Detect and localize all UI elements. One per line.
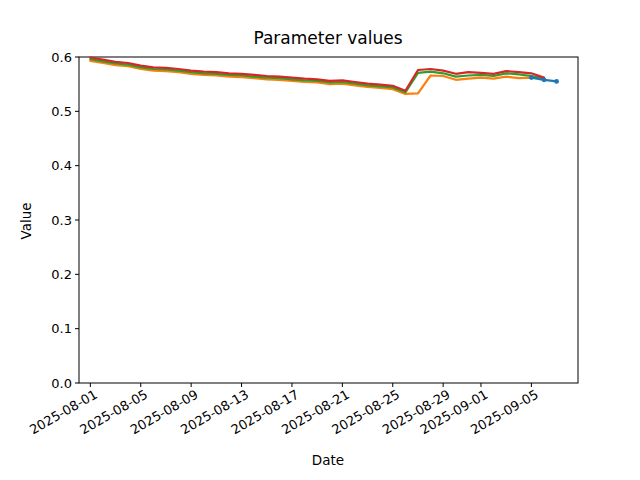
y-tick-label: 0.5 [51,104,72,119]
series-orange-line [90,61,544,94]
y-tick-label: 0.4 [51,158,72,173]
y-axis-label: Value [18,202,34,239]
y-tick-label: 0.3 [51,213,72,228]
x-axis-label: Date [312,452,344,468]
chart-title: Parameter values [253,28,402,48]
plot-area: 0.00.10.20.30.40.50.62025-08-012025-08-0… [27,50,578,438]
chart-canvas: 0.00.10.20.30.40.50.62025-08-012025-08-0… [0,0,640,480]
axes-frame [79,57,578,383]
series-green-line [90,59,544,92]
series-blue-marker [529,75,534,80]
y-tick-label: 0.1 [51,321,72,336]
y-tick-label: 0.0 [51,376,72,391]
figure: 0.00.10.20.30.40.50.62025-08-012025-08-0… [0,0,640,480]
series-blue-marker [554,79,559,84]
y-tick-label: 0.6 [51,50,72,65]
series-blue-marker [542,77,547,82]
y-tick-label: 0.2 [51,267,72,282]
